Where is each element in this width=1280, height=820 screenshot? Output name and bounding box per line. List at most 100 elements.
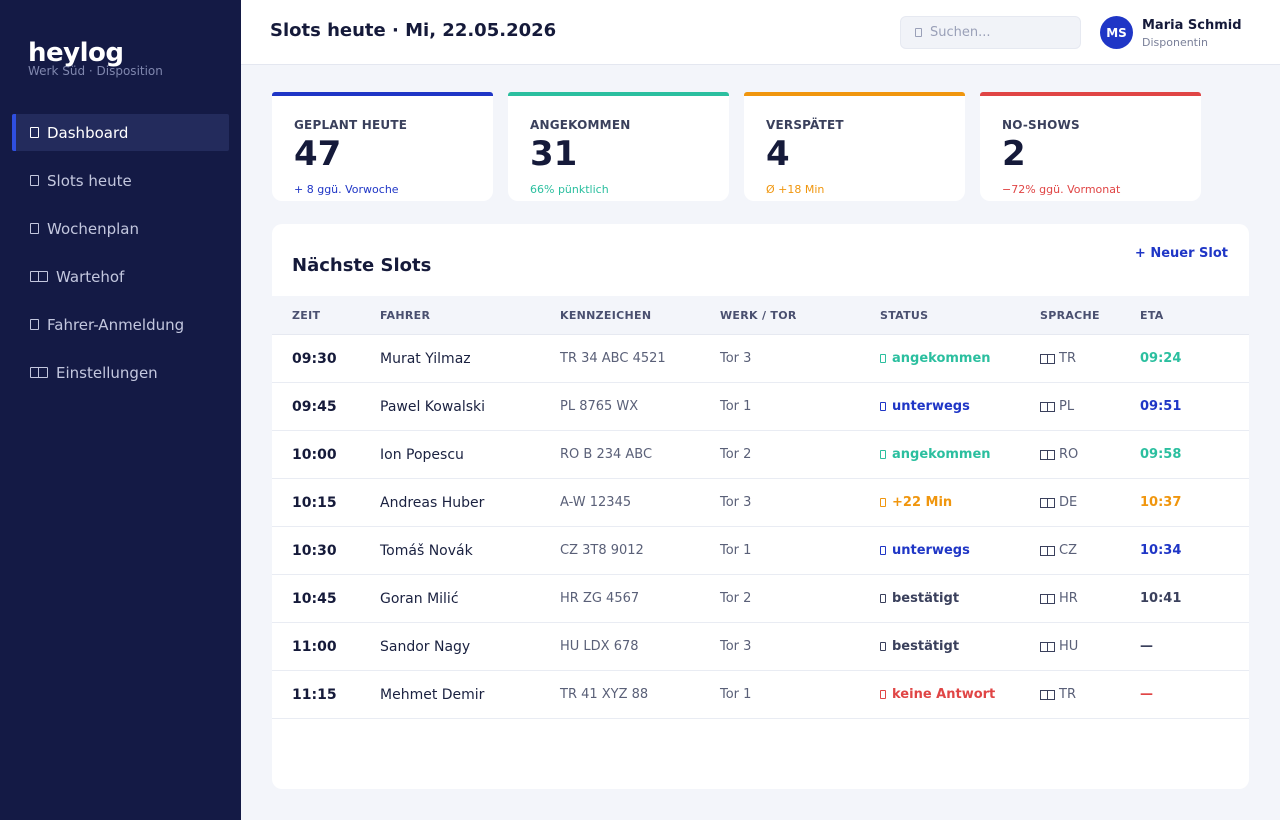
sidebar-item-fahrer-anmeldung[interactable]: Fahrer-Anmeldung — [12, 306, 229, 343]
status-label: bestätigt — [892, 639, 960, 654]
language-code: PL — [1059, 399, 1075, 414]
language: DE — [1040, 495, 1077, 510]
sidebar-item-wochenplan[interactable]: Wochenplan — [12, 210, 229, 247]
gate: Tor 2 — [720, 447, 752, 462]
eta: 10:37 — [1140, 495, 1182, 510]
gate: Tor 3 — [720, 351, 752, 366]
driver-name: Sandor Nagy — [380, 639, 471, 655]
license-plate: TR 34 ABC 4521 — [560, 351, 666, 366]
eta: 10:41 — [1140, 591, 1182, 606]
calendar-icon — [30, 175, 39, 186]
gate: Tor 1 — [720, 687, 752, 702]
slot-time: 09:30 — [292, 351, 337, 367]
table-row[interactable]: 10:30 Tomáš Novák CZ 3T8 9012 Tor 1 unte… — [272, 527, 1249, 575]
slot-time: 11:00 — [292, 639, 337, 655]
table-header: ZEIT FAHRER KENNZEICHEN WERK / TOR STATU… — [272, 296, 1249, 335]
status-icon — [880, 402, 886, 411]
gate: Tor 1 — [720, 399, 752, 414]
eta: — — [1140, 639, 1153, 654]
status-badge: keine Antwort — [880, 687, 995, 702]
kpi-card-geplant: GEPLANT HEUTE 47 + 8 ggü. Vorwoche — [272, 92, 493, 201]
kpi-card-no-shows: NO-SHOWS 2 −72% ggü. Vormonat — [980, 92, 1201, 201]
flag-icon — [1040, 689, 1055, 700]
status-label: unterwegs — [892, 543, 970, 558]
language: HU — [1040, 639, 1078, 654]
column-header-eta[interactable]: ETA — [1140, 309, 1164, 322]
status-badge: angekommen — [880, 351, 991, 366]
status-badge: unterwegs — [880, 399, 970, 414]
brand-subtitle: Werk Süd · Disposition — [28, 64, 163, 78]
gear-icon — [30, 367, 48, 378]
table-row[interactable]: 09:30 Murat Yilmaz TR 34 ABC 4521 Tor 3 … — [272, 335, 1249, 383]
license-plate: CZ 3T8 9012 — [560, 543, 644, 558]
status-icon — [880, 690, 886, 699]
status-badge: unterwegs — [880, 543, 970, 558]
table-row[interactable]: 09:45 Pawel Kowalski PL 8765 WX Tor 1 un… — [272, 383, 1249, 431]
driver-name: Pawel Kowalski — [380, 399, 486, 415]
language: CZ — [1040, 543, 1077, 558]
status-badge: +22 Min — [880, 495, 952, 510]
license-plate: PL 8765 WX — [560, 399, 639, 414]
table-row[interactable]: 11:00 Sandor Nagy HU LDX 678 Tor 3 bestä… — [272, 623, 1249, 671]
kpi-value: 4 — [766, 134, 790, 174]
table-row[interactable]: 10:15 Andreas Huber A-W 12345 Tor 3 +22 … — [272, 479, 1249, 527]
column-header-kennzeichen[interactable]: KENNZEICHEN — [560, 309, 652, 322]
gate: Tor 1 — [720, 543, 752, 558]
search-input[interactable] — [930, 25, 1060, 40]
kpi-label: GEPLANT HEUTE — [294, 118, 408, 132]
status-icon — [880, 642, 886, 651]
kpi-subtext: Ø +18 Min — [766, 183, 825, 196]
search-box[interactable] — [900, 16, 1081, 49]
sidebar-nav: Dashboard Slots heute Wochenplan Warteho… — [12, 114, 229, 402]
column-header-werk-tor[interactable]: WERK / TOR — [720, 309, 797, 322]
brand-logo: heylog — [28, 38, 124, 68]
language-code: HU — [1059, 639, 1079, 654]
sidebar-item-einstellungen[interactable]: Einstellungen — [12, 354, 229, 391]
sidebar-item-wartehof[interactable]: Wartehof — [12, 258, 229, 295]
status-badge: bestätigt — [880, 639, 959, 654]
column-header-fahrer[interactable]: FAHRER — [380, 309, 431, 322]
avatar[interactable]: MS — [1100, 16, 1133, 49]
language: TR — [1040, 687, 1076, 702]
slot-time: 10:45 — [292, 591, 337, 607]
kpi-card-angekommen: ANGEKOMMEN 31 66% pünktlich — [508, 92, 729, 201]
language: HR — [1040, 591, 1078, 606]
flag-icon — [1040, 449, 1055, 460]
sidebar-item-dashboard[interactable]: Dashboard — [12, 114, 229, 151]
sidebar-item-slots-heute[interactable]: Slots heute — [12, 162, 229, 199]
language: TR — [1040, 351, 1076, 366]
truck-icon — [30, 271, 48, 282]
table-row[interactable]: 11:15 Mehmet Demir TR 41 XYZ 88 Tor 1 ke… — [272, 671, 1249, 719]
dashboard-icon — [30, 127, 39, 138]
eta: — — [1140, 687, 1153, 702]
status-label: keine Antwort — [892, 687, 996, 702]
top-header: Slots heute · Mi, 22.05.2026 MS Maria Sc… — [241, 0, 1280, 65]
kpi-card-verspaetet: VERSPÄTET 4 Ø +18 Min — [744, 92, 965, 201]
table-row[interactable]: 10:00 Ion Popescu RO B 234 ABC Tor 2 ang… — [272, 431, 1249, 479]
kpi-label: ANGEKOMMEN — [530, 118, 631, 132]
eta: 09:51 — [1140, 399, 1182, 414]
sidebar-item-label: Dashboard — [47, 123, 129, 142]
flag-icon — [1040, 641, 1055, 652]
column-header-status[interactable]: STATUS — [880, 309, 929, 322]
kpi-value: 47 — [294, 134, 342, 174]
search-icon — [915, 28, 922, 37]
driver-name: Goran Milić — [380, 591, 459, 607]
eta: 10:34 — [1140, 543, 1182, 558]
table-title: Nächste Slots — [292, 255, 432, 276]
slot-time: 10:15 — [292, 495, 337, 511]
table-row[interactable]: 10:45 Goran Milić HR ZG 4567 Tor 2 bestä… — [272, 575, 1249, 623]
week-icon — [30, 223, 39, 234]
driver-name: Tomáš Novák — [380, 543, 473, 559]
gate: Tor 2 — [720, 591, 752, 606]
status-label: angekommen — [892, 351, 991, 366]
status-label: bestätigt — [892, 591, 960, 606]
language-code: TR — [1059, 687, 1076, 702]
status-icon — [880, 450, 886, 459]
status-icon — [880, 594, 886, 603]
sidebar-item-label: Slots heute — [47, 171, 132, 190]
kpi-subtext: 66% pünktlich — [530, 183, 609, 196]
column-header-zeit[interactable]: ZEIT — [292, 309, 321, 322]
new-slot-button[interactable]: + Neuer Slot — [1134, 246, 1228, 261]
column-header-sprache[interactable]: SPRACHE — [1040, 309, 1100, 322]
